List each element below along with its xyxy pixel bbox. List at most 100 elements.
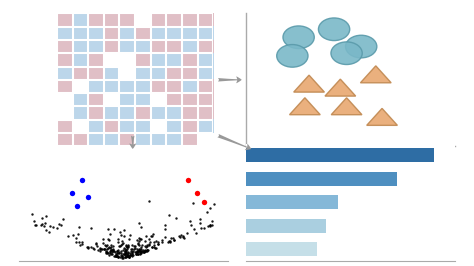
Point — [79, 239, 86, 244]
Point — [139, 248, 146, 253]
Point — [193, 191, 201, 195]
Point — [167, 236, 175, 240]
Point — [110, 227, 118, 231]
Point — [187, 223, 194, 227]
Point — [131, 246, 138, 250]
Point — [135, 221, 143, 225]
Point — [123, 254, 130, 258]
Point — [128, 247, 136, 251]
Point — [134, 249, 142, 253]
Point — [119, 241, 127, 245]
Point — [102, 249, 110, 253]
Bar — [246, 242, 318, 256]
Point — [118, 253, 125, 258]
Point — [115, 248, 122, 252]
Point — [115, 244, 122, 248]
Point — [136, 248, 143, 252]
Point — [78, 177, 85, 182]
Point — [73, 236, 80, 240]
Point — [28, 212, 36, 216]
Point — [114, 251, 121, 255]
Point — [84, 245, 91, 250]
Point — [60, 217, 67, 221]
Point — [117, 255, 124, 259]
Point — [37, 223, 45, 227]
Point — [118, 255, 126, 260]
Point — [116, 244, 124, 248]
Point — [92, 241, 100, 245]
Point — [117, 242, 125, 247]
Point — [106, 232, 114, 236]
Point — [135, 248, 143, 253]
Point — [96, 247, 104, 251]
Point — [133, 250, 141, 255]
Point — [147, 234, 155, 238]
Point — [106, 252, 113, 257]
Point — [123, 251, 130, 255]
Point — [130, 244, 138, 248]
Point — [111, 250, 118, 254]
Point — [108, 248, 115, 252]
Point — [125, 255, 133, 259]
Point — [146, 241, 153, 246]
Point — [196, 221, 203, 225]
Point — [135, 252, 142, 256]
Point — [131, 244, 139, 248]
Point — [113, 254, 121, 258]
Point — [124, 254, 131, 258]
Point — [119, 256, 127, 260]
Point — [117, 249, 125, 253]
Point — [162, 235, 169, 239]
Ellipse shape — [346, 35, 377, 58]
Point — [133, 238, 141, 242]
Point — [73, 204, 81, 208]
Ellipse shape — [277, 44, 308, 67]
Point — [144, 248, 152, 252]
Point — [115, 240, 122, 244]
Point — [75, 240, 82, 244]
Point — [196, 216, 204, 221]
Point — [191, 227, 198, 232]
Point — [110, 254, 118, 258]
Point — [151, 246, 159, 251]
Point — [103, 243, 111, 247]
Point — [122, 243, 129, 248]
Point — [90, 247, 98, 251]
Point — [133, 250, 140, 254]
Point — [144, 248, 151, 253]
Point — [137, 225, 145, 229]
Point — [121, 250, 128, 254]
Point — [141, 248, 149, 253]
Point — [135, 239, 143, 244]
Point — [186, 219, 194, 223]
Point — [158, 238, 166, 242]
Point — [204, 224, 211, 228]
Point — [98, 247, 105, 252]
Point — [115, 250, 122, 254]
Point — [113, 252, 120, 256]
Point — [124, 244, 132, 248]
Point — [104, 227, 111, 231]
Point — [133, 252, 141, 256]
Point — [41, 221, 49, 225]
Point — [126, 255, 133, 259]
Point — [85, 195, 92, 199]
Point — [135, 243, 143, 247]
Point — [127, 248, 135, 253]
Point — [116, 251, 123, 255]
Point — [140, 250, 147, 254]
Point — [121, 247, 128, 252]
Point — [170, 238, 178, 242]
Point — [206, 223, 213, 227]
Ellipse shape — [319, 18, 350, 41]
Point — [104, 237, 111, 242]
Point — [128, 251, 136, 255]
Point — [123, 245, 130, 249]
Point — [208, 223, 216, 227]
Point — [103, 251, 111, 255]
Point — [49, 225, 57, 229]
Point — [108, 248, 116, 252]
Point — [121, 255, 129, 259]
Point — [154, 240, 162, 244]
Point — [154, 242, 162, 246]
